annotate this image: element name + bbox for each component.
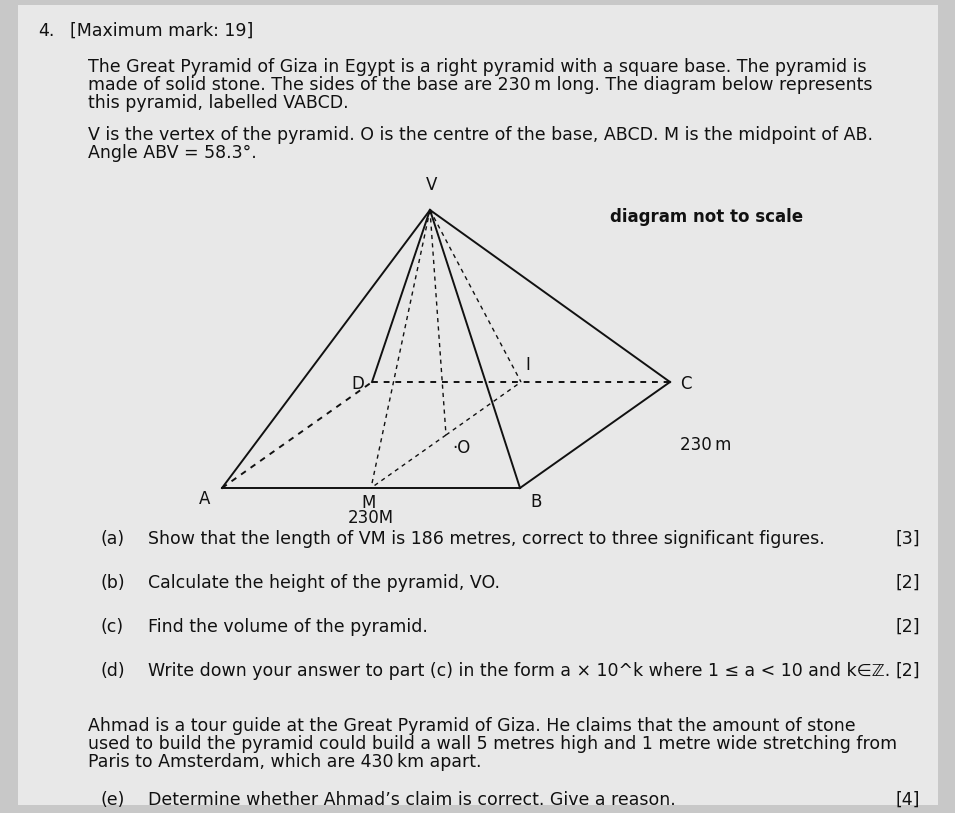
Text: D: D <box>351 375 364 393</box>
Text: [Maximum mark: 19]: [Maximum mark: 19] <box>70 22 253 40</box>
Text: (a): (a) <box>100 530 124 548</box>
Text: 230 m: 230 m <box>680 436 732 454</box>
Text: C: C <box>680 375 691 393</box>
Text: (b): (b) <box>100 574 124 592</box>
Text: (e): (e) <box>100 791 124 809</box>
Text: M: M <box>362 494 376 512</box>
Text: 4.: 4. <box>38 22 54 40</box>
Text: Angle ABV = 58.3°.: Angle ABV = 58.3°. <box>88 144 257 162</box>
Text: I: I <box>525 356 530 374</box>
Text: Paris to Amsterdam, which are 430 km apart.: Paris to Amsterdam, which are 430 km apa… <box>88 753 481 771</box>
Text: Find the volume of the pyramid.: Find the volume of the pyramid. <box>148 618 428 636</box>
Text: [4]: [4] <box>896 791 920 809</box>
Text: (d): (d) <box>100 662 124 680</box>
Text: [2]: [2] <box>896 618 920 636</box>
Text: (c): (c) <box>100 618 123 636</box>
Text: used to build the pyramid could build a wall 5 metres high and 1 metre wide stre: used to build the pyramid could build a … <box>88 735 897 753</box>
Text: Calculate the height of the pyramid, VO.: Calculate the height of the pyramid, VO. <box>148 574 500 592</box>
Text: this pyramid, labelled VABCD.: this pyramid, labelled VABCD. <box>88 94 349 112</box>
Text: [2]: [2] <box>896 574 920 592</box>
Text: V is the vertex of the pyramid. O is the centre of the base, ABCD. M is the midp: V is the vertex of the pyramid. O is the… <box>88 126 873 144</box>
Text: Write down your answer to part (c) in the form a × 10^k where 1 ≤ a < 10 and k∈ℤ: Write down your answer to part (c) in th… <box>148 662 890 680</box>
Text: ·O: ·O <box>452 439 470 457</box>
Text: The Great Pyramid of Giza in Egypt is a right pyramid with a square base. The py: The Great Pyramid of Giza in Egypt is a … <box>88 58 866 76</box>
Text: B: B <box>530 493 541 511</box>
Text: made of solid stone. The sides of the base are 230 m long. The diagram below rep: made of solid stone. The sides of the ba… <box>88 76 873 94</box>
Text: Show that the length of VM is 186 metres, correct to three significant figures.: Show that the length of VM is 186 metres… <box>148 530 825 548</box>
Text: 230M: 230M <box>348 509 394 527</box>
Text: V: V <box>426 176 437 194</box>
Text: A: A <box>199 490 210 508</box>
Text: diagram not to scale: diagram not to scale <box>610 208 803 226</box>
Text: Ahmad is a tour guide at the Great Pyramid of Giza. He claims that the amount of: Ahmad is a tour guide at the Great Pyram… <box>88 717 856 735</box>
Text: [2]: [2] <box>896 662 920 680</box>
Text: Determine whether Ahmad’s claim is correct. Give a reason.: Determine whether Ahmad’s claim is corre… <box>148 791 676 809</box>
Text: [3]: [3] <box>896 530 920 548</box>
